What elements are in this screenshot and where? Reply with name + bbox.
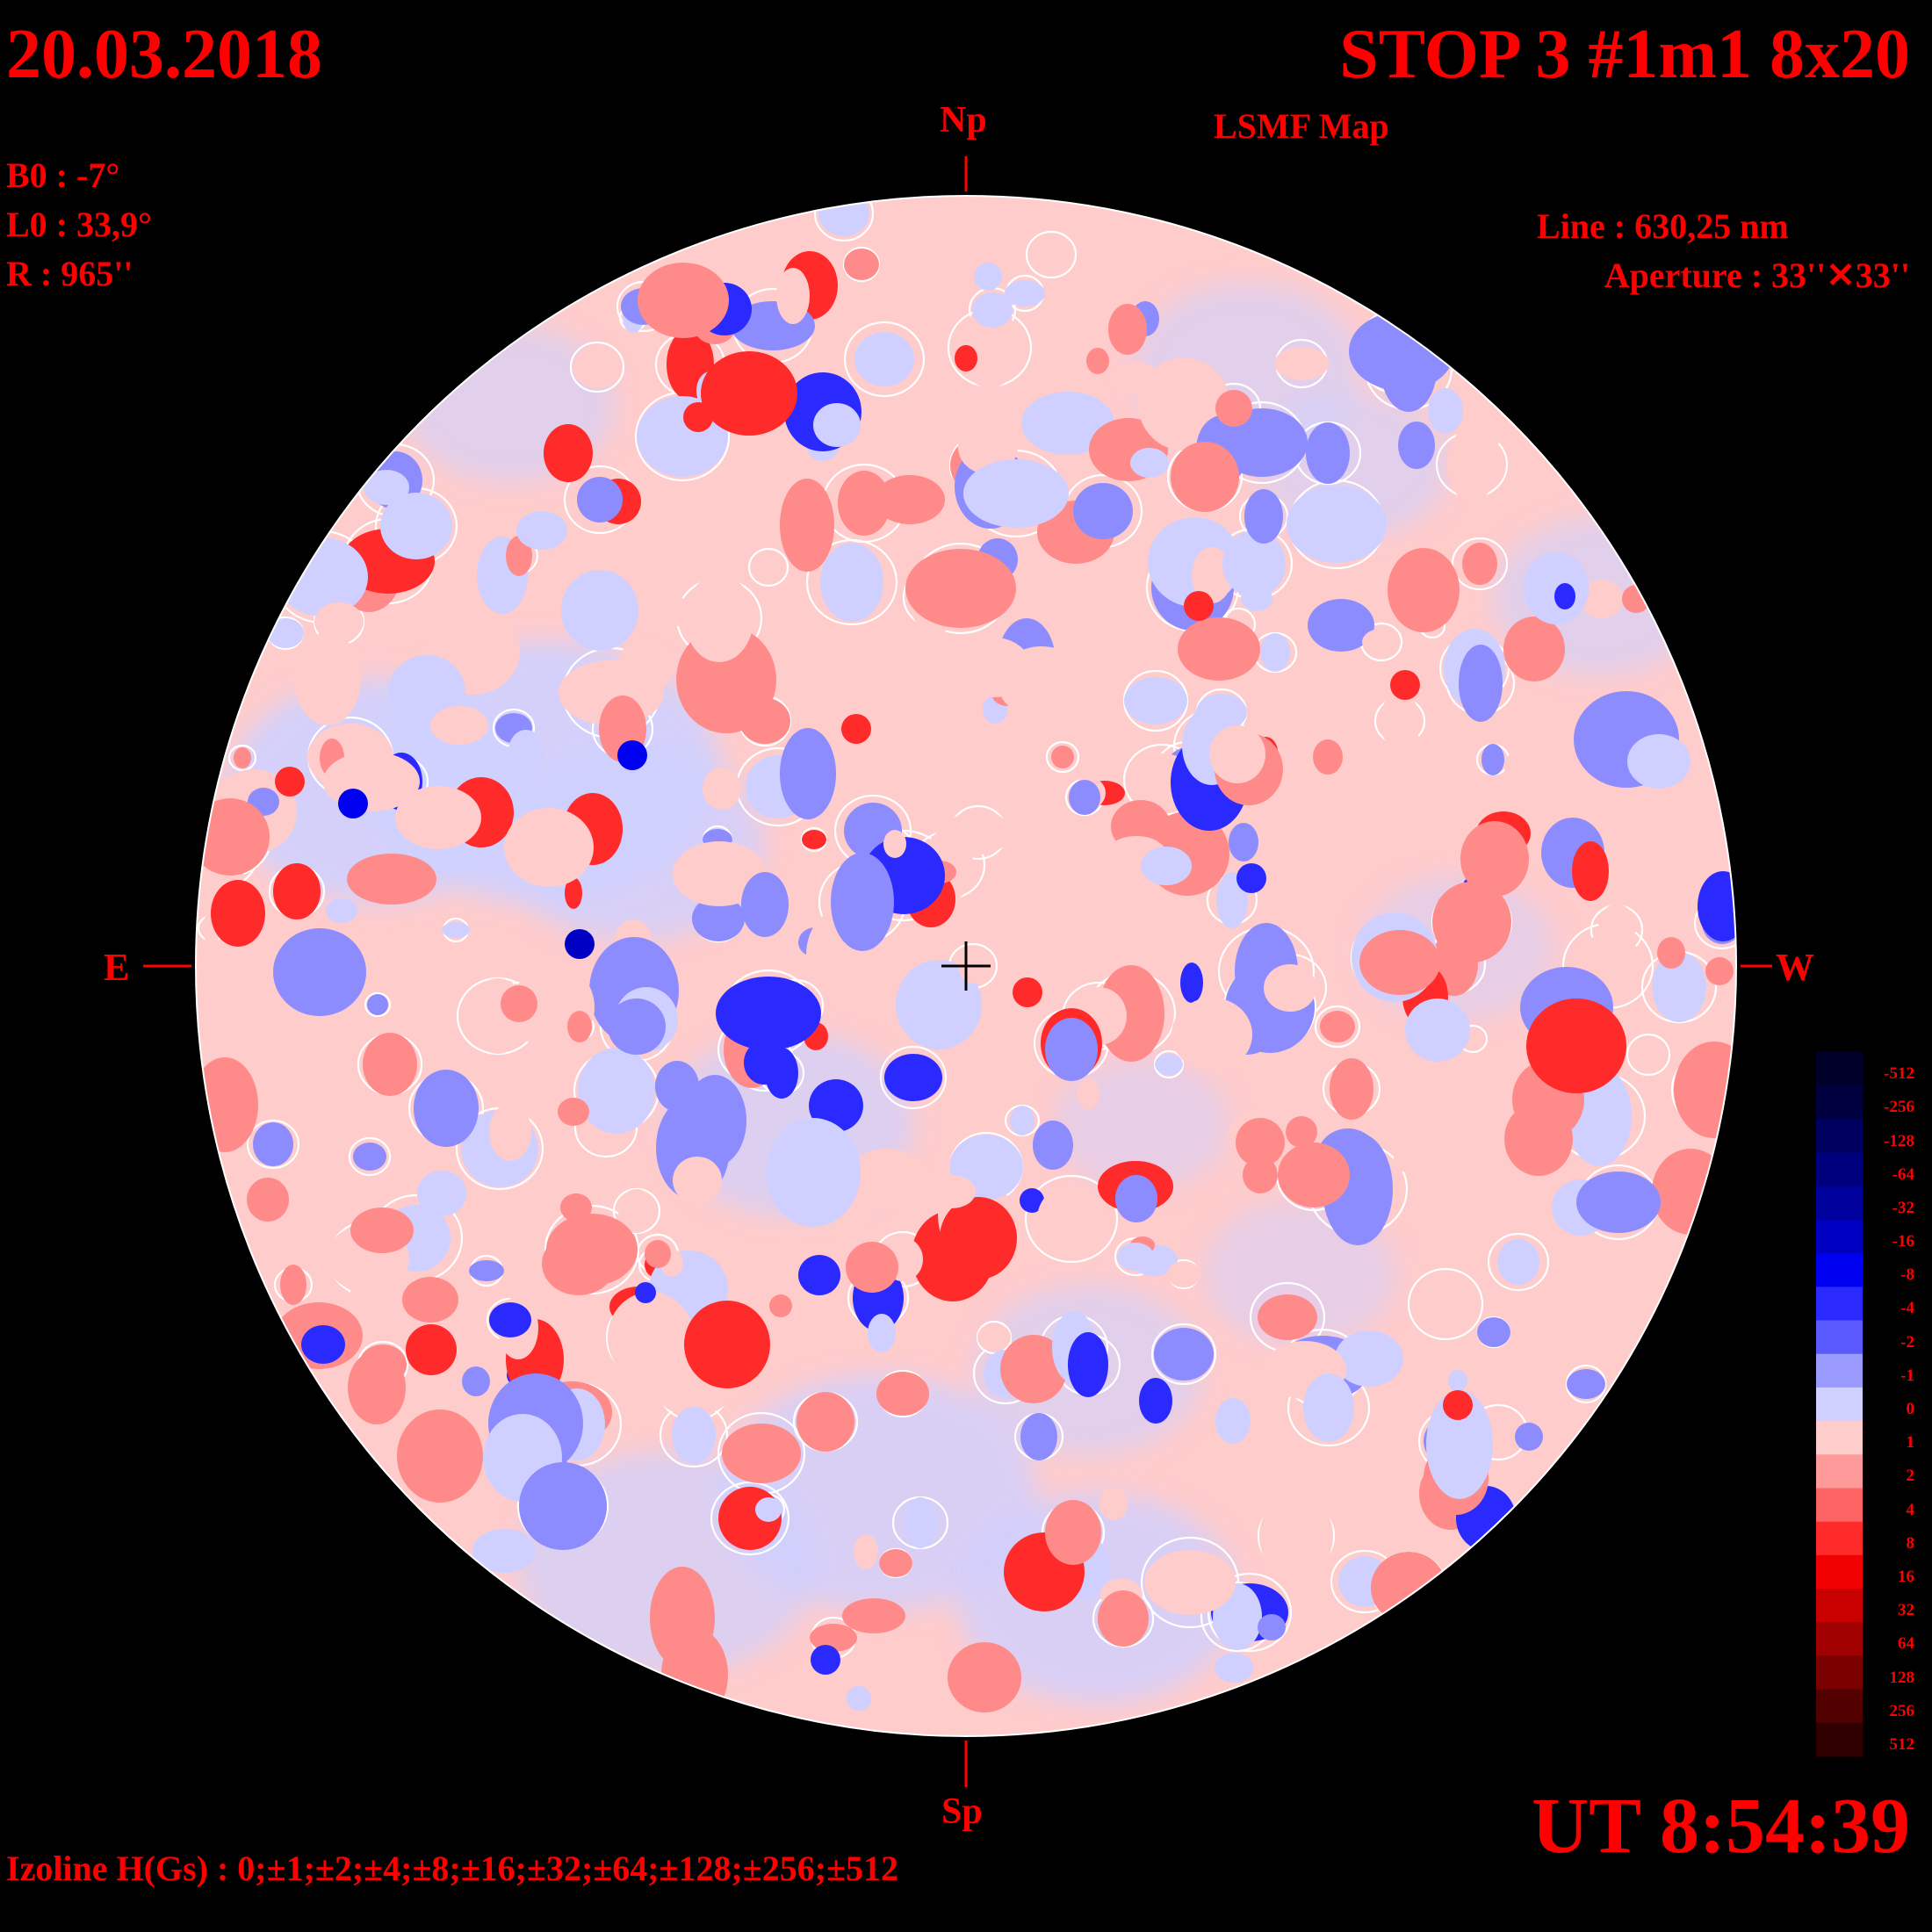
north-pole-label: Np bbox=[940, 100, 987, 141]
east-label: E bbox=[104, 946, 130, 989]
izoline-legend: Izoline H(Gs) : 0;±1;±2;±4;±8;±16;±32;±6… bbox=[6, 1849, 899, 1888]
scale-swatch bbox=[1816, 1622, 1863, 1656]
scale-label: -2 bbox=[1900, 1332, 1914, 1352]
scale-label: -128 bbox=[1884, 1131, 1914, 1150]
scale-label: 32 bbox=[1898, 1601, 1914, 1620]
b0-param: B0 : -7° bbox=[6, 155, 120, 195]
scale-label: 128 bbox=[1889, 1668, 1915, 1687]
scale-swatch bbox=[1816, 1320, 1863, 1355]
line-param: Line : 630,25 nm bbox=[1537, 206, 1789, 246]
scale-swatch bbox=[1816, 1287, 1863, 1322]
scale-label: -8 bbox=[1900, 1265, 1914, 1285]
scale-swatch bbox=[1816, 1589, 1863, 1623]
aperture-param: Aperture : 33''✕33'' bbox=[1604, 256, 1910, 295]
scale-swatch bbox=[1816, 1119, 1863, 1154]
l0-param: L0 : 33,9° bbox=[6, 205, 152, 244]
scale-swatch bbox=[1816, 1220, 1863, 1254]
scale-swatch bbox=[1816, 1521, 1863, 1556]
scale-swatch bbox=[1816, 1488, 1863, 1523]
scale-label: 256 bbox=[1889, 1701, 1915, 1720]
scale-label: 512 bbox=[1889, 1734, 1915, 1754]
scale-swatch bbox=[1816, 1186, 1863, 1221]
scale-swatch bbox=[1816, 1052, 1863, 1086]
scale-label: 2 bbox=[1906, 1467, 1915, 1486]
scale-swatch bbox=[1816, 1722, 1863, 1757]
color-scale-bar bbox=[1816, 1052, 1863, 1757]
scale-label: 0 bbox=[1906, 1400, 1915, 1418]
scale-swatch bbox=[1816, 1353, 1863, 1388]
scale-swatch bbox=[1816, 1554, 1863, 1590]
scale-swatch bbox=[1816, 1655, 1863, 1690]
scale-label: -64 bbox=[1892, 1164, 1914, 1184]
scale-swatch bbox=[1816, 1454, 1863, 1489]
scale-swatch bbox=[1816, 1387, 1863, 1422]
magnetic-field-pattern bbox=[196, 196, 1736, 1736]
scale-label: -4 bbox=[1900, 1299, 1914, 1318]
scale-label: -512 bbox=[1884, 1064, 1914, 1084]
radius-param: R : 965'' bbox=[6, 254, 133, 293]
scale-label: 1 bbox=[1906, 1433, 1915, 1453]
scale-label: 64 bbox=[1898, 1634, 1914, 1654]
scale-swatch bbox=[1816, 1085, 1863, 1120]
scale-swatch bbox=[1816, 1421, 1863, 1455]
map-subtitle: LSMF Map bbox=[1214, 106, 1389, 146]
scale-label: 8 bbox=[1906, 1533, 1915, 1553]
date-label: 20.03.2018 bbox=[6, 16, 322, 93]
scale-label: -16 bbox=[1892, 1232, 1914, 1251]
south-pole-label: Sp bbox=[941, 1791, 983, 1832]
scale-label: 4 bbox=[1906, 1500, 1915, 1519]
scale-swatch bbox=[1816, 1689, 1863, 1724]
disk-limb bbox=[195, 195, 1737, 1737]
scale-label: 16 bbox=[1898, 1568, 1914, 1586]
ut-time: UT 8:54:39 bbox=[1532, 1783, 1910, 1870]
scale-label: -256 bbox=[1884, 1098, 1914, 1117]
center-crosshair-icon bbox=[941, 941, 991, 991]
scale-swatch bbox=[1816, 1152, 1863, 1187]
scale-swatch bbox=[1816, 1253, 1863, 1287]
west-label: W bbox=[1776, 946, 1814, 989]
scale-label: -1 bbox=[1900, 1366, 1914, 1385]
scale-label: -32 bbox=[1892, 1198, 1914, 1217]
map-title: STOP 3 #1m1 8x20 bbox=[1339, 16, 1910, 93]
